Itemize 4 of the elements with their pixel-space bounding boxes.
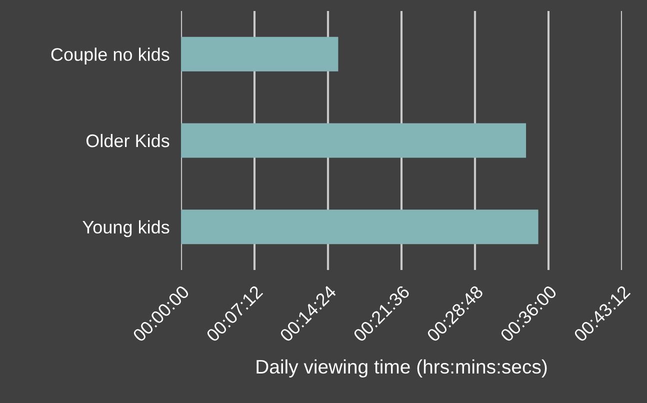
y-tick-label: Older Kids	[86, 134, 170, 148]
x-axis-title: Daily viewing time (hrs:mins:secs)	[256, 359, 547, 378]
y-tick-label: Young kids	[82, 220, 170, 238]
y-tick-label: Couple no kids	[51, 48, 170, 64]
